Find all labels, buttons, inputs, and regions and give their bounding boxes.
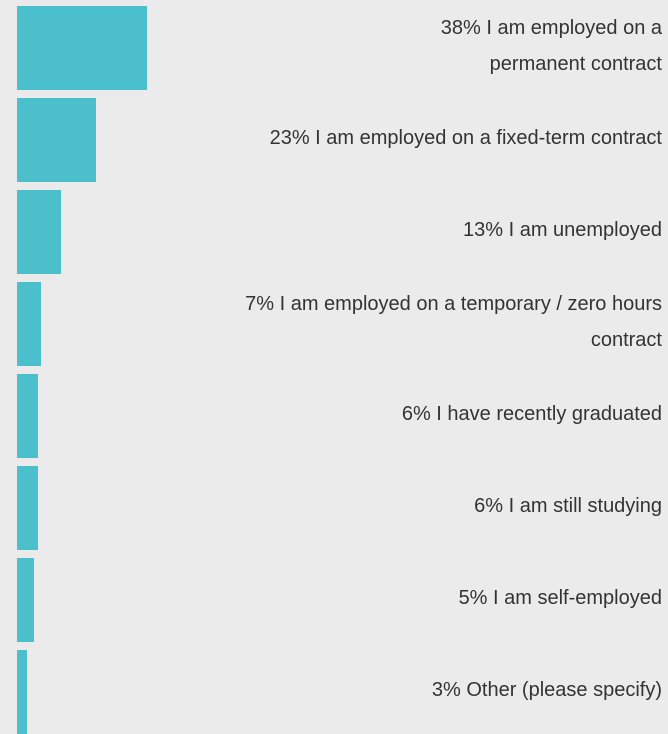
bar-row: 5% I am self-employed bbox=[0, 552, 668, 644]
category-label: I am self-employed bbox=[493, 587, 662, 609]
value-label: 3% bbox=[431, 679, 461, 701]
bar-label: 6% I have recently graduated bbox=[402, 368, 662, 460]
category-label: I am still studying bbox=[508, 495, 662, 517]
bar-label: 5% I am self-employed bbox=[459, 552, 662, 644]
bar-row: 7% I am employed on a temporary / zero h… bbox=[0, 276, 668, 368]
bar bbox=[17, 374, 38, 458]
bar-label: 6% I am still studying bbox=[474, 460, 662, 552]
bar bbox=[17, 98, 96, 182]
label-text: 3% Other (please specify) bbox=[432, 672, 662, 708]
category-label: I have recently graduated bbox=[436, 403, 662, 425]
bar bbox=[17, 190, 62, 274]
label-text: 38% I am employed on a permanent contrac… bbox=[362, 10, 662, 82]
bar-row: 38% I am employed on a permanent contrac… bbox=[0, 0, 668, 92]
bar-row: 13% I am unemployed bbox=[0, 184, 668, 276]
label-text: 6% I have recently graduated bbox=[402, 396, 662, 432]
label-text: 7% I am employed on a temporary / zero h… bbox=[222, 286, 662, 358]
bar-label: 13% I am unemployed bbox=[463, 184, 662, 276]
value-label: 23% bbox=[269, 127, 310, 149]
label-text: 5% I am self-employed bbox=[459, 580, 662, 616]
category-label: I am employed on a permanent contract bbox=[486, 17, 662, 75]
bar bbox=[17, 6, 147, 90]
category-label: I am employed on a temporary / zero hour… bbox=[279, 293, 662, 351]
value-label: 13% bbox=[462, 219, 504, 241]
label-text: 23% I am employed on a fixed-term contra… bbox=[270, 120, 662, 156]
bar-label: 23% I am employed on a fixed-term contra… bbox=[270, 92, 662, 184]
bar-label: 3% Other (please specify) bbox=[432, 644, 662, 734]
bar bbox=[17, 466, 38, 550]
bar-row: 6% I have recently graduated bbox=[0, 368, 668, 460]
value-label: 6% bbox=[474, 495, 504, 517]
category-label: Other (please specify) bbox=[466, 679, 662, 701]
category-label: I am unemployed bbox=[508, 219, 662, 241]
label-text: 13% I am unemployed bbox=[463, 212, 662, 248]
bar-row: 6% I am still studying bbox=[0, 460, 668, 552]
bar-row: 3% Other (please specify) bbox=[0, 644, 668, 734]
value-label: 38% bbox=[440, 17, 481, 39]
bar bbox=[17, 282, 41, 366]
bar bbox=[17, 558, 35, 642]
value-label: 7% bbox=[245, 293, 275, 315]
bar-label: 7% I am employed on a temporary / zero h… bbox=[222, 276, 662, 368]
value-label: 6% bbox=[401, 403, 431, 425]
label-text: 6% I am still studying bbox=[474, 488, 662, 524]
category-label: I am employed on a fixed-term contract bbox=[315, 127, 662, 149]
bar bbox=[17, 650, 28, 734]
bar-label: 38% I am employed on a permanent contrac… bbox=[362, 0, 662, 92]
value-label: 5% bbox=[458, 587, 488, 609]
bar-row: 23% I am employed on a fixed-term contra… bbox=[0, 92, 668, 184]
